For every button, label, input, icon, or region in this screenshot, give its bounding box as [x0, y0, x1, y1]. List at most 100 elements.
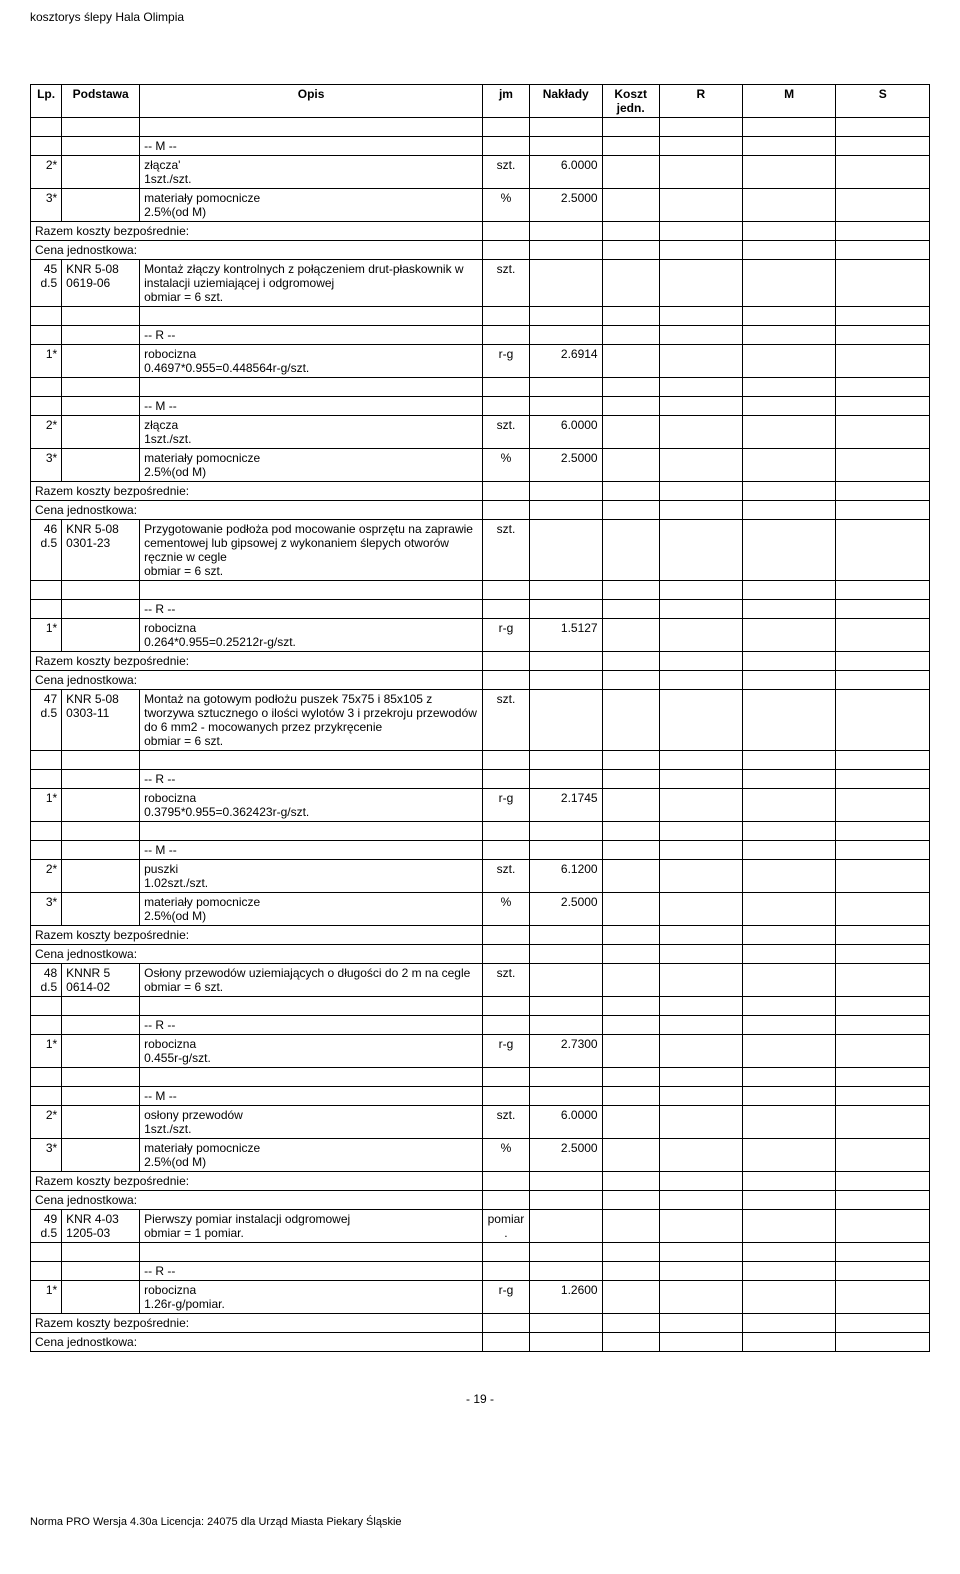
jm: szt.	[483, 964, 530, 997]
nak: 6.0000	[529, 416, 602, 449]
h-m: M	[742, 85, 836, 118]
nak: 1.2600	[529, 1281, 602, 1314]
nak: 6.1200	[529, 860, 602, 893]
desc: osłony przewodów	[144, 1108, 243, 1122]
lp: 1*	[31, 1035, 62, 1068]
cost-table: Lp. Podstawa Opis jm Nakłady Koszt jedn.…	[30, 84, 930, 1352]
lp: 49	[44, 1212, 57, 1226]
table-row: 1* robocizna 0.264*0.955=0.25212r-g/szt.…	[31, 619, 930, 652]
lp: 3*	[31, 893, 62, 926]
table-row: 47 d.5 KNR 5-08 0303-11 Montaż na gotowy…	[31, 690, 930, 751]
desc: robocizna	[144, 791, 196, 805]
h-r: R	[659, 85, 742, 118]
h-lp: Lp.	[31, 85, 62, 118]
h-opis: Opis	[140, 85, 483, 118]
desc: puszki	[144, 862, 178, 876]
jm: r-g	[483, 1035, 530, 1068]
lp: 3*	[31, 1139, 62, 1172]
table-row: 1* robocizna 0.455r-g/szt. r-g 2.7300	[31, 1035, 930, 1068]
jm: %	[483, 1139, 530, 1172]
h-naklady: Nakłady	[529, 85, 602, 118]
jm: szt.	[483, 690, 530, 751]
cena-row: Cena jednostkowa:	[31, 1333, 930, 1352]
sub: 2.5%(od M)	[144, 465, 206, 479]
cena-row: Cena jednostkowa:	[31, 501, 930, 520]
h-jm: jm	[483, 85, 530, 118]
nak: 2.5000	[529, 1139, 602, 1172]
razem: Razem koszty bezpośrednie:	[31, 482, 483, 501]
jm: %	[483, 189, 530, 222]
lp2: d.5	[40, 1226, 57, 1240]
lp2: d.5	[40, 706, 57, 720]
cena: Cena jednostkowa:	[31, 241, 483, 260]
table-row: 45 d.5 KNR 5-08 0619-06 Montaż złączy ko…	[31, 260, 930, 307]
m-marker: -- M --	[140, 1087, 483, 1106]
cena-row: Cena jednostkowa:	[31, 1191, 930, 1210]
h-koszt: Koszt jedn.	[602, 85, 659, 118]
spacer	[31, 997, 930, 1016]
obm: obmiar = 6 szt.	[144, 734, 223, 748]
nak: 2.5000	[529, 893, 602, 926]
desc: materiały pomocnicze	[144, 451, 260, 465]
page-number: - 19 -	[30, 1392, 930, 1406]
table-row: 48 d.5 KNNR 5 0614-02 Osłony przewodów u…	[31, 964, 930, 997]
spacer	[31, 581, 930, 600]
razem-row: Razem koszty bezpośrednie:	[31, 1172, 930, 1191]
spacer	[31, 307, 930, 326]
cena: Cena jednostkowa:	[31, 1333, 483, 1352]
r-marker: -- R --	[140, 1016, 483, 1035]
desc: robocizna	[144, 621, 196, 635]
table-row: 3* materiały pomocnicze 2.5%(od M) % 2.5…	[31, 893, 930, 926]
table-row: 2* puszki 1.02szt./szt. szt. 6.1200	[31, 860, 930, 893]
desc: Montaż złączy kontrolnych z połączeniem …	[144, 262, 463, 290]
jm: r-g	[483, 789, 530, 822]
basis2: 0619-06	[66, 276, 110, 290]
razem: Razem koszty bezpośrednie:	[31, 926, 483, 945]
basis: KNR 5-08	[66, 262, 119, 276]
desc: Przygotowanie podłoża pod mocowanie ospr…	[144, 522, 473, 564]
spacer	[31, 822, 930, 841]
desc: Osłony przewodów uziemiających o długośc…	[144, 966, 470, 980]
basis2: 0614-02	[66, 980, 110, 994]
cena: Cena jednostkowa:	[31, 671, 483, 690]
table-row: 3* materiały pomocnicze 2.5%(od M) % 2.5…	[31, 189, 930, 222]
r-marker: -- R --	[140, 770, 483, 789]
m-marker: -- M --	[140, 397, 483, 416]
h-s: S	[836, 85, 930, 118]
desc: materiały pomocnicze	[144, 895, 260, 909]
desc: robocizna	[144, 347, 196, 361]
nak: 2.5000	[529, 449, 602, 482]
nak: 2.6914	[529, 345, 602, 378]
lp: 45	[44, 262, 57, 276]
razem-row: Razem koszty bezpośrednie:	[31, 482, 930, 501]
footer-text: Norma PRO Wersja 4.30a Licencja: 24075 d…	[30, 1516, 930, 1528]
lp: 1*	[31, 619, 62, 652]
lp2: d.5	[40, 276, 57, 290]
jm: szt.	[483, 416, 530, 449]
jm: szt.	[483, 1106, 530, 1139]
cena-row: Cena jednostkowa:	[31, 671, 930, 690]
table-row: -- R --	[31, 770, 930, 789]
header-row: Lp. Podstawa Opis jm Nakłady Koszt jedn.…	[31, 85, 930, 118]
page: kosztorys ślepy Hala Olimpia Lp. Podstaw…	[0, 0, 960, 1538]
nak: 2.5000	[529, 189, 602, 222]
jm: %	[483, 893, 530, 926]
sub: 1szt./szt.	[144, 1122, 191, 1136]
h-podstawa: Podstawa	[62, 85, 140, 118]
razem: Razem koszty bezpośrednie:	[31, 222, 483, 241]
obm: obmiar = 6 szt.	[144, 290, 223, 304]
razem: Razem koszty bezpośrednie:	[31, 652, 483, 671]
m-marker: -- M --	[140, 841, 483, 860]
cena-row: Cena jednostkowa:	[31, 945, 930, 964]
table-row: 3* materiały pomocnicze 2.5%(od M) % 2.5…	[31, 449, 930, 482]
table-row: -- M --	[31, 841, 930, 860]
nak: 2.7300	[529, 1035, 602, 1068]
basis: KNNR 5	[66, 966, 110, 980]
nak: 6.0000	[529, 156, 602, 189]
basis: KNR 4-03	[66, 1212, 119, 1226]
obm: obmiar = 1 pomiar.	[144, 1226, 244, 1240]
desc: złącza	[144, 418, 178, 432]
sub: 1.26r-g/pomiar.	[144, 1297, 225, 1311]
table-row: -- R --	[31, 326, 930, 345]
lp2: d.5	[40, 536, 57, 550]
